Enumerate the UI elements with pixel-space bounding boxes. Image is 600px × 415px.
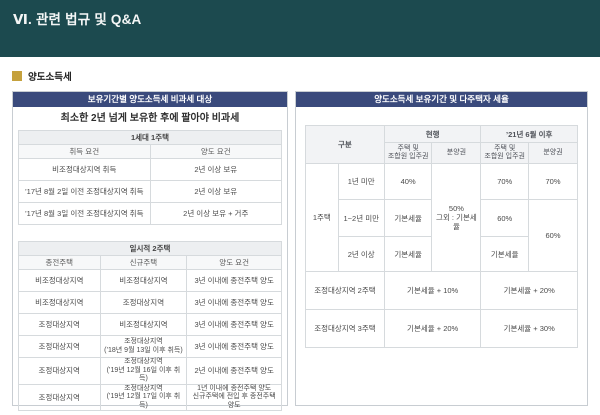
cell-new: 조정대상지역 (’19년 12월 17일 이후 취득) xyxy=(99,383,188,411)
cell-transfer: 2년 이상 보유 + 거주 xyxy=(149,202,282,225)
cell-group-label: 1주택 xyxy=(305,163,339,272)
cell-requirement: 3년 이내에 종전주택 양도 xyxy=(186,313,282,336)
table-row: 비조정대상지역 조정대상지역 3년 이내에 종전주택 양도 xyxy=(18,291,282,314)
cell-requirement: 2년 이내에 종전주택 양도 xyxy=(186,357,282,385)
col-acquisition: 취득 요건 xyxy=(18,144,151,159)
temporary-two-house-table: 일시적 2주택 종전주택 신규주택 양도 요건 비조정대상지역 비조정대상지역 … xyxy=(18,241,282,411)
table-row: 비조정대상지역 비조정대상지역 3년 이내에 종전주택 양도 xyxy=(18,269,282,292)
cell-acquisition: 비조정대상지역 취득 xyxy=(18,158,151,181)
cell-previous: 조정대상지역 xyxy=(18,335,101,358)
section-label: 양도소득세 xyxy=(28,72,72,83)
exemption-table-panel: 보유기간별 양도소득세 비과세 대상 최소한 2년 넘게 보유한 후에 팔아야 … xyxy=(12,91,288,411)
tax-rate-table: 구분 현행 ’21년 6월 이후 주택 및 조합원 입주권 분양권 주택 및 조… xyxy=(305,125,578,348)
cell-new: 조정대상지역 (’19년 12월 16일 이후 취득) xyxy=(99,357,188,385)
cell-rate: 기본세율 xyxy=(383,199,433,237)
cell-new: 비조정대상지역 xyxy=(99,269,188,292)
col-house-membership: 주택 및 조합원 입주권 xyxy=(480,142,529,164)
table-section-header: 1세대 1주택 xyxy=(18,130,282,145)
cell-transfer: 2년 이상 보유 xyxy=(149,180,282,203)
cell-period: 1년 미만 xyxy=(337,163,385,200)
table-row: 조정대상지역 비조정대상지역 3년 이내에 종전주택 양도 xyxy=(18,313,282,336)
col-new-house: 신규주택 xyxy=(99,255,188,270)
single-household-table: 1세대 1주택 취득 요건 양도 요건 비조정대상지역 취득 2년 이상 보유 … xyxy=(18,130,282,225)
cell-new: 조정대상지역 xyxy=(99,291,188,314)
table-column-header: 종전주택 신규주택 양도 요건 xyxy=(18,255,282,270)
page-header: Ⅵ. 관련 법규 및 Q&A xyxy=(0,0,600,57)
cell-rate: 70% xyxy=(480,163,529,200)
cell-rate: 기본세율 xyxy=(480,236,529,272)
cell-rate: 기본세율 xyxy=(383,236,433,272)
table-row: ’17년 8월 2일 이전 조정대상지역 취득 2년 이상 보유 xyxy=(18,180,282,203)
cell-acquisition: ’17년 8월 2일 이전 조정대상지역 취득 xyxy=(18,180,151,203)
cell-rate: 70% xyxy=(528,163,578,200)
cell-rate: 기본세율 + 30% xyxy=(480,309,578,348)
cell-new: 비조정대상지역 xyxy=(99,313,188,336)
cell-period: 1~2년 미만 xyxy=(337,199,385,237)
section-heading: 양도소득세 xyxy=(0,57,600,91)
col-house-membership: 주택 및 조합원 입주권 xyxy=(383,142,433,164)
exemption-table-title: 보유기간별 양도소득세 비과세 대상 xyxy=(13,92,287,107)
table-row: 조정대상지역 조정대상지역 (’19년 12월 16일 이후 취득) 2년 이내… xyxy=(18,357,282,385)
section2-title: 일시적 2주택 xyxy=(18,241,282,256)
cell-rate: 40% xyxy=(383,163,433,200)
cell-rate: 60% xyxy=(528,199,578,272)
table-column-header: 취득 요건 양도 요건 xyxy=(18,144,282,159)
cell-requirement: 3년 이내에 종전주택 양도 xyxy=(186,335,282,358)
cell-previous: 조정대상지역 xyxy=(18,313,101,336)
corner-cell: 구분 xyxy=(305,125,385,164)
cell-group-label: 조정대상지역 2주택 xyxy=(305,271,385,310)
col-previous-house: 종전주택 xyxy=(18,255,101,270)
cell-period: 2년 이상 xyxy=(337,236,385,272)
col-presale-right: 분양권 xyxy=(528,142,578,164)
exemption-subtitle: 최소한 2년 넘게 보유한 후에 팔아야 비과세 xyxy=(60,113,240,124)
page-title: Ⅵ. 관련 법규 및 Q&A xyxy=(13,12,142,27)
cell-new: 조정대상지역 (’18년 9월 13일 이후 취득) xyxy=(99,335,188,358)
cell-acquisition: ’17년 8월 3일 이전 조정대상지역 취득 xyxy=(18,202,151,225)
cell-requirement: 3년 이내에 종전주택 양도 xyxy=(186,269,282,292)
table-row: 조정대상지역 3주택 기본세율 + 20% 기본세율 + 30% xyxy=(305,309,578,348)
cell-rate: 60% xyxy=(480,199,529,237)
table-section-header: 일시적 2주택 xyxy=(18,241,282,256)
table-row: 조정대상지역 조정대상지역 (’18년 9월 13일 이후 취득) 3년 이내에… xyxy=(18,335,282,358)
table-group-header: 구분 현행 ’21년 6월 이후 xyxy=(305,125,578,164)
cell-transfer: 2년 이상 보유 xyxy=(149,158,282,181)
cell-requirement: 1년 이내에 종전주택 양도 신규주택에 전입 후 종전주택 양도 xyxy=(186,383,282,411)
section1-title: 1세대 1주택 xyxy=(18,130,282,145)
exemption-table-body: 최소한 2년 넘게 보유한 후에 팔아야 비과세 1세대 1주택 취득 요건 양… xyxy=(13,107,287,411)
cell-rate: 50% 그외 : 기본세율 xyxy=(431,163,482,272)
table-row: 조정대상지역 조정대상지역 (’19년 12월 17일 이후 취득) 1년 이내… xyxy=(18,383,282,411)
cell-requirement: 3년 이내에 종전주택 양도 xyxy=(186,291,282,314)
tables-container: 보유기간별 양도소득세 비과세 대상 최소한 2년 넘게 보유한 후에 팔아야 … xyxy=(0,91,600,411)
col-transfer-req: 양도 요건 xyxy=(186,255,282,270)
col-transfer: 양도 요건 xyxy=(149,144,282,159)
table-row: 조정대상지역 2주택 기본세율 + 10% 기본세율 + 20% xyxy=(305,271,578,310)
group-after-june-21: ’21년 6월 이후 xyxy=(480,125,578,143)
cell-previous: 비조정대상지역 xyxy=(18,269,101,292)
table-row: 1주택 1년 미만 40% 50% 그외 : 기본세율 70% 70% xyxy=(305,163,578,272)
tax-rate-table-title: 양도소득세 보유기간 및 다주택자 세율 xyxy=(296,92,587,107)
table-row: 비조정대상지역 취득 2년 이상 보유 xyxy=(18,158,282,181)
cell-previous: 조정대상지역 xyxy=(18,383,101,411)
cell-group-label: 조정대상지역 3주택 xyxy=(305,309,385,348)
group-current: 현행 xyxy=(383,125,482,143)
cell-previous: 비조정대상지역 xyxy=(18,291,101,314)
tax-rate-table-body: 구분 현행 ’21년 6월 이후 주택 및 조합원 입주권 분양권 주택 및 조… xyxy=(296,107,587,348)
gold-bullet-icon xyxy=(12,71,22,81)
table-row: ’17년 8월 3일 이전 조정대상지역 취득 2년 이상 보유 + 거주 xyxy=(18,202,282,225)
cell-rate: 기본세율 + 20% xyxy=(480,271,578,310)
tax-rate-table-panel: 양도소득세 보유기간 및 다주택자 세율 구분 현행 ’21년 6월 이후 주택… xyxy=(295,91,588,406)
cell-rate: 기본세율 + 10% xyxy=(383,271,482,310)
cell-rate: 기본세율 + 20% xyxy=(383,309,482,348)
cell-previous: 조정대상지역 xyxy=(18,357,101,385)
table-gap xyxy=(18,225,282,241)
col-presale-right: 분양권 xyxy=(431,142,482,164)
